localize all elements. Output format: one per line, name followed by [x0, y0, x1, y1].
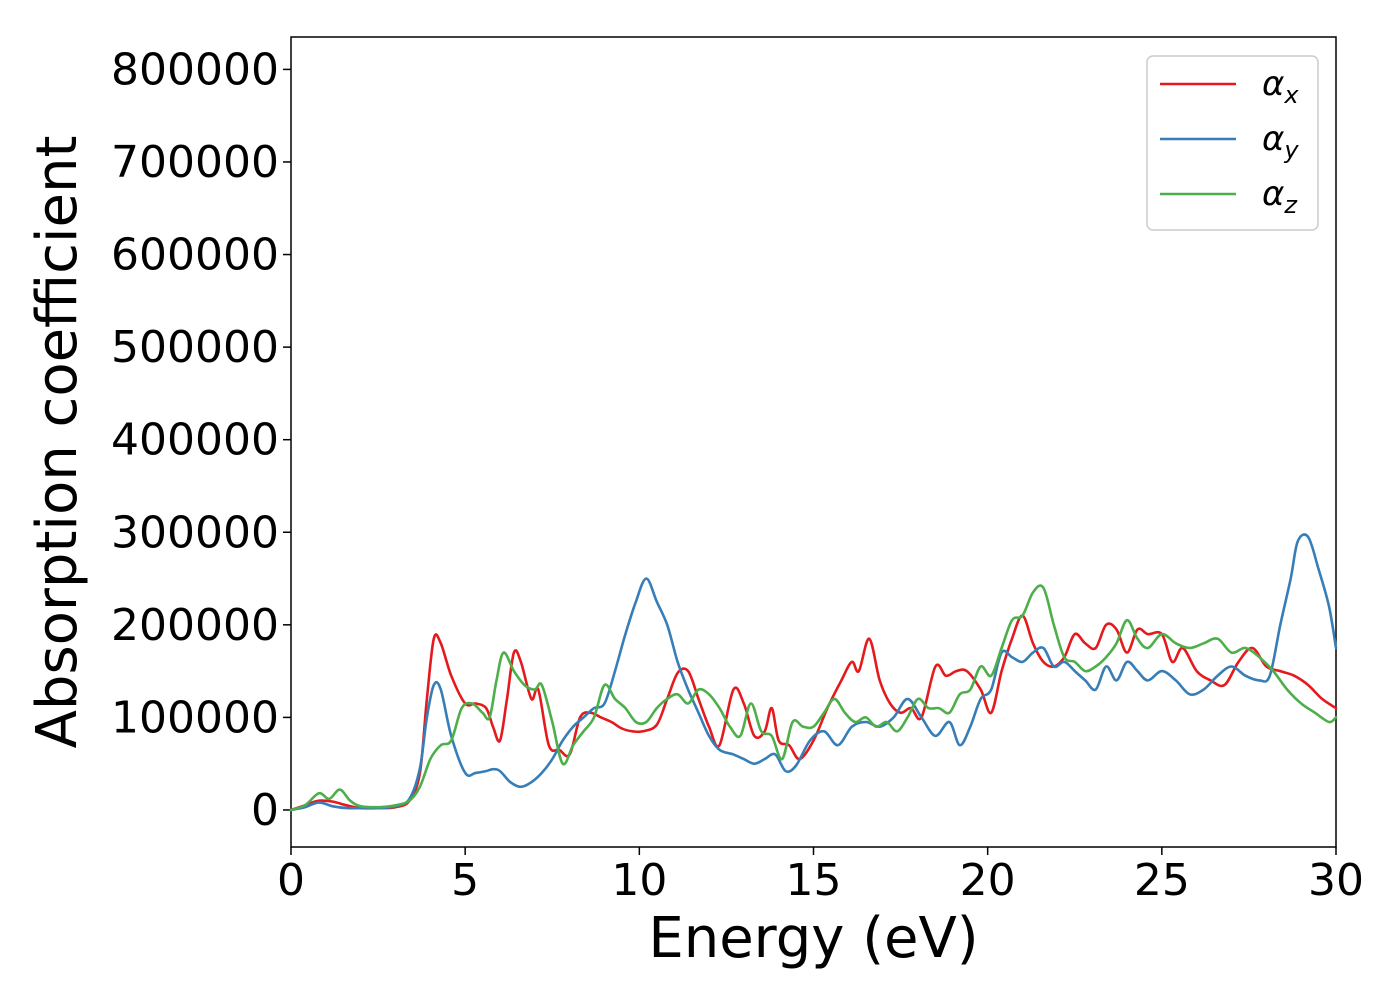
y-tick-label: 200000	[111, 600, 279, 651]
y-tick-label: 400000	[111, 415, 279, 466]
x-tick-label: 30	[1308, 855, 1364, 906]
series-line-z	[289, 584, 1338, 812]
legend-box	[1146, 55, 1319, 231]
x-axis: 0 5 10 15 20 25 30	[277, 847, 1364, 906]
x-tick-label: 15	[786, 855, 842, 906]
x-tick-label: 0	[277, 855, 305, 906]
legend-label-z: αz	[1262, 174, 1298, 219]
x-axis-label: Energy (eV)	[648, 906, 978, 971]
legend-label-y: αy	[1262, 119, 1299, 164]
y-tick-label: 800000	[111, 44, 279, 95]
legend-label-x: αx	[1262, 64, 1299, 109]
x-tick-label: 20	[960, 855, 1016, 906]
y-tick-label: 300000	[111, 507, 279, 558]
legend: αx αy αz	[1146, 55, 1319, 231]
y-tick-label: 600000	[111, 230, 279, 281]
x-tick-label: 25	[1134, 855, 1190, 906]
series-line-y	[289, 533, 1338, 812]
y-tick-label: 100000	[111, 692, 279, 743]
series-layer	[289, 533, 1338, 812]
y-tick-label: 700000	[111, 137, 279, 188]
y-tick-label: 500000	[111, 322, 279, 373]
x-tick-label: 5	[451, 855, 479, 906]
y-axis-label: Absorption coefficient	[25, 136, 90, 749]
series-line-x	[289, 614, 1338, 812]
x-tick-label: 10	[611, 855, 667, 906]
y-axis: 0 100000 200000 300000 400000 500000 600000 700…	[111, 44, 291, 836]
y-tick-label: 0	[251, 785, 279, 836]
